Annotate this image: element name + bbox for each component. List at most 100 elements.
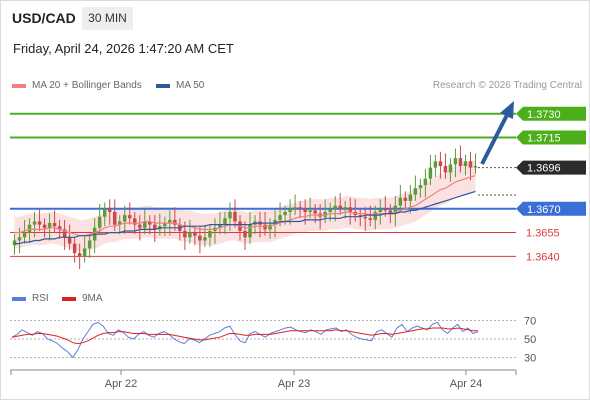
candle-body — [368, 218, 373, 220]
candle-body — [333, 205, 337, 209]
candle-body — [168, 219, 172, 224]
candle-body — [148, 221, 152, 225]
candle-body — [12, 240, 17, 246]
candle-body — [127, 215, 132, 219]
candle-body — [408, 194, 413, 201]
ma9-legend: 9MA — [62, 293, 103, 304]
candle-body — [328, 208, 332, 212]
candle-body — [468, 161, 473, 168]
candle-body — [438, 161, 443, 167]
candle-body — [393, 205, 398, 214]
candle-body — [428, 167, 433, 179]
candle-body — [22, 232, 27, 238]
candle-body — [388, 210, 393, 214]
candle-body — [208, 230, 212, 238]
candle-body — [107, 208, 112, 212]
candle-body — [112, 211, 117, 225]
ma9-legend-swatch — [62, 296, 76, 301]
x-tick-label: Apr 22 — [105, 378, 137, 390]
candle-body — [117, 221, 122, 225]
candle-body — [163, 223, 167, 227]
candle-body — [338, 205, 342, 209]
candle-body — [188, 232, 192, 238]
candle-body — [418, 185, 423, 189]
candle-body — [433, 161, 438, 168]
ma50-legend-label: MA 50 — [176, 80, 205, 91]
credit-text: Research © 2026 Trading Central — [432, 80, 582, 91]
candle-body — [263, 224, 267, 230]
candle-body — [313, 210, 317, 214]
candle-body — [203, 237, 207, 241]
candle-body — [423, 178, 428, 186]
level-label-2: 1.3696 — [527, 163, 561, 175]
candle-body — [343, 207, 347, 209]
rsi-legend-label: RSI — [32, 293, 49, 304]
candle-body — [453, 158, 458, 165]
forecast-arrow-head — [500, 101, 514, 119]
candle-body — [383, 208, 388, 211]
candle-body — [32, 221, 37, 225]
candle-body — [67, 237, 72, 244]
candle-body — [122, 215, 127, 222]
candle-body — [448, 164, 453, 173]
candle-body — [288, 208, 292, 212]
candle-body — [403, 197, 408, 201]
x-tick-label: Apr 24 — [450, 378, 482, 390]
level-label-0: 1.3730 — [527, 109, 561, 121]
candle-body — [443, 166, 448, 173]
candle-body — [72, 243, 77, 254]
timeframe-badge[interactable]: 30 MIN — [82, 7, 133, 30]
candle-body — [218, 224, 222, 228]
candle-body — [268, 224, 272, 230]
candle-body — [97, 216, 102, 228]
ma50-legend-swatch — [156, 83, 170, 88]
candle-body — [183, 230, 187, 238]
rsi-tick-label: 50 — [524, 334, 536, 346]
bollinger-band — [14, 159, 476, 252]
candle-body — [133, 218, 137, 225]
candle-body — [378, 208, 383, 212]
candle-body — [373, 211, 378, 220]
candle-body — [223, 218, 227, 225]
candle-body — [348, 207, 352, 212]
level-label-5: 1.3640 — [526, 251, 560, 263]
candle-body — [278, 215, 282, 220]
candle-body — [52, 223, 57, 227]
candle-body — [273, 219, 277, 225]
candle-body — [228, 211, 232, 219]
candle-body — [77, 253, 82, 257]
candle-body — [413, 188, 418, 195]
ma9-legend-label: 9MA — [82, 293, 103, 304]
candle-body — [248, 224, 252, 238]
level-label-4: 1.3655 — [526, 228, 560, 240]
candle-body — [143, 221, 147, 228]
candle-body — [82, 248, 87, 257]
candle-body — [87, 240, 92, 249]
candle-body — [398, 197, 403, 206]
candle-body — [323, 211, 327, 217]
candle-body — [363, 216, 368, 219]
candle-body — [102, 208, 107, 217]
ma20-legend-swatch — [12, 83, 26, 88]
candle-body — [138, 224, 142, 228]
candle-body — [463, 161, 468, 167]
candle-body — [458, 158, 463, 167]
level-tag-1 — [516, 130, 586, 145]
candle-body — [198, 235, 202, 241]
candle-body — [473, 166, 478, 168]
candle-body — [42, 224, 47, 228]
forecast-arrow-shaft — [480, 112, 510, 165]
ma50-legend: MA 50 — [156, 80, 204, 91]
ma20-legend: MA 20 + Bollinger Bands — [12, 80, 142, 91]
candle-body — [57, 226, 62, 230]
candle-body — [358, 215, 363, 217]
candle-body — [303, 208, 307, 212]
candle-body — [283, 211, 287, 216]
rsi-legend: RSI — [12, 293, 49, 304]
ma50-line — [14, 190, 476, 245]
candle-body — [153, 224, 157, 230]
candle-body — [243, 230, 247, 238]
level-tag-2 — [516, 160, 586, 175]
ma20-line — [14, 174, 476, 237]
